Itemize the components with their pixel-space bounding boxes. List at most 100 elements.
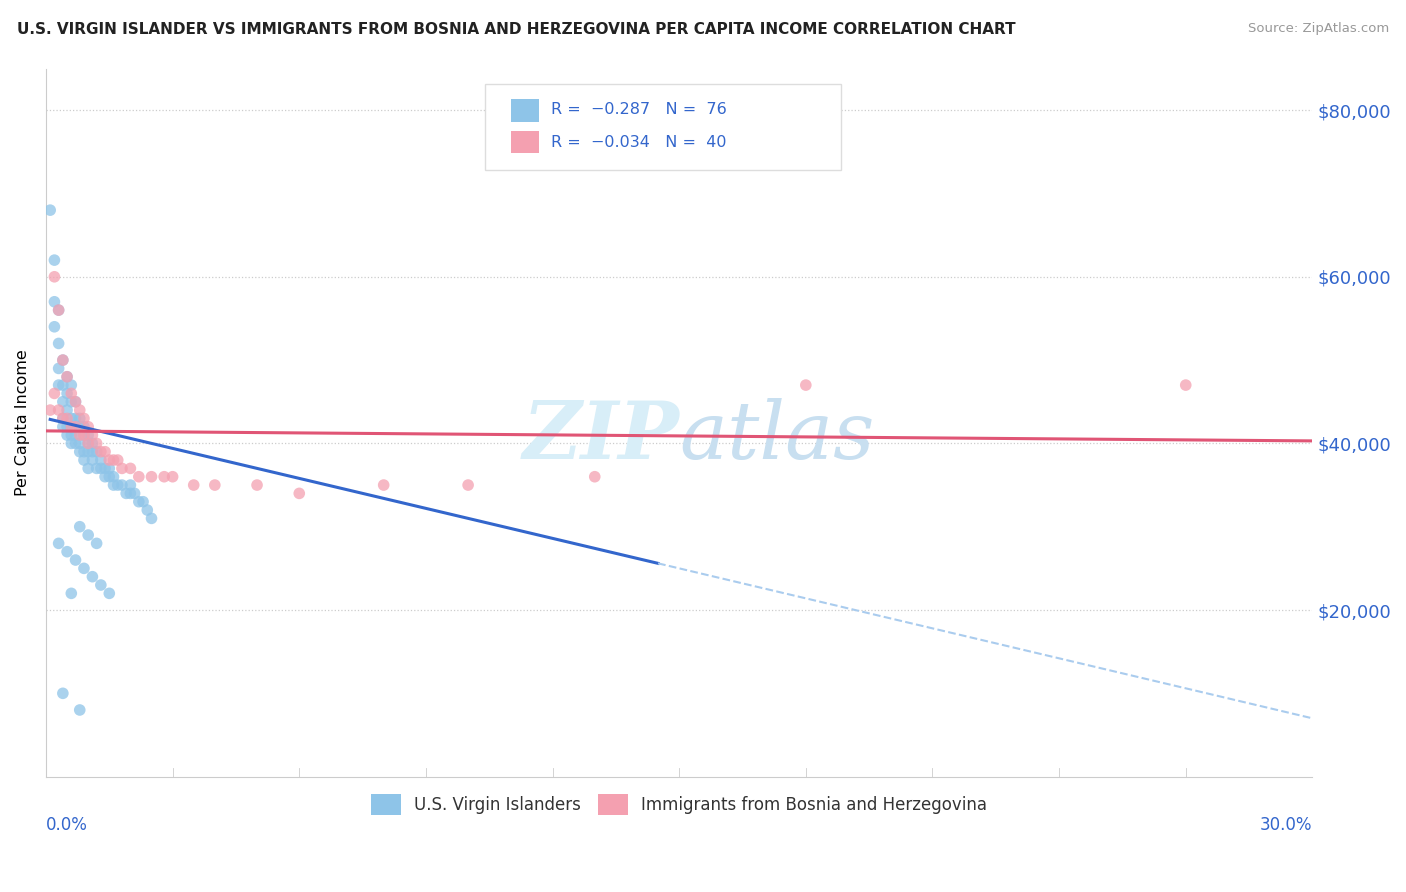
Point bbox=[98, 453, 121, 467]
Point bbox=[132, 494, 155, 508]
Point bbox=[103, 469, 125, 483]
Point bbox=[60, 411, 83, 425]
Point bbox=[98, 461, 121, 475]
Legend: U.S. Virgin Islanders, Immigrants from Bosnia and Herzegovina: U.S. Virgin Islanders, Immigrants from B… bbox=[364, 788, 994, 822]
Point bbox=[90, 578, 112, 592]
Point bbox=[82, 570, 104, 584]
Point bbox=[69, 519, 91, 533]
Point bbox=[103, 453, 125, 467]
Text: U.S. VIRGIN ISLANDER VS IMMIGRANTS FROM BOSNIA AND HERZEGOVINA PER CAPITA INCOME: U.S. VIRGIN ISLANDER VS IMMIGRANTS FROM … bbox=[17, 22, 1015, 37]
Point bbox=[103, 478, 125, 492]
Point bbox=[65, 428, 87, 442]
Text: atlas: atlas bbox=[679, 398, 875, 475]
Point bbox=[39, 403, 62, 417]
Point bbox=[94, 461, 117, 475]
Point bbox=[77, 461, 100, 475]
Point bbox=[73, 428, 96, 442]
Point bbox=[77, 428, 100, 442]
Point bbox=[60, 386, 83, 401]
Point bbox=[60, 428, 83, 442]
Point bbox=[183, 478, 205, 492]
Text: Source: ZipAtlas.com: Source: ZipAtlas.com bbox=[1249, 22, 1389, 36]
Point bbox=[73, 419, 96, 434]
Point bbox=[73, 444, 96, 458]
Point bbox=[52, 394, 75, 409]
Point bbox=[69, 436, 91, 450]
Point bbox=[48, 303, 70, 318]
Point bbox=[136, 503, 159, 517]
Point bbox=[60, 419, 83, 434]
Point bbox=[69, 411, 91, 425]
Point bbox=[56, 369, 79, 384]
Point bbox=[52, 686, 75, 700]
Point bbox=[141, 511, 163, 525]
Point bbox=[69, 444, 91, 458]
Point bbox=[48, 303, 70, 318]
Text: 30.0%: 30.0% bbox=[1260, 815, 1312, 833]
Point bbox=[94, 469, 117, 483]
Point bbox=[56, 369, 79, 384]
Text: R =  −0.287   N =  76: R = −0.287 N = 76 bbox=[551, 102, 727, 117]
Point bbox=[56, 411, 79, 425]
Point bbox=[56, 419, 79, 434]
Point bbox=[73, 411, 96, 425]
Point bbox=[65, 411, 87, 425]
Point bbox=[44, 386, 66, 401]
Point bbox=[48, 378, 70, 392]
Point bbox=[111, 461, 134, 475]
Point bbox=[120, 461, 142, 475]
Point bbox=[246, 478, 269, 492]
Point bbox=[48, 361, 70, 376]
Text: 0.0%: 0.0% bbox=[46, 815, 87, 833]
Point bbox=[111, 478, 134, 492]
Point bbox=[48, 403, 70, 417]
Point bbox=[98, 586, 121, 600]
Point bbox=[48, 536, 70, 550]
Point bbox=[60, 378, 83, 392]
Point bbox=[94, 444, 117, 458]
Point bbox=[82, 453, 104, 467]
Point bbox=[44, 319, 66, 334]
Point bbox=[44, 253, 66, 268]
FancyBboxPatch shape bbox=[510, 99, 538, 121]
Point bbox=[52, 378, 75, 392]
Point bbox=[77, 419, 100, 434]
Point bbox=[107, 453, 129, 467]
Point bbox=[52, 353, 75, 368]
Point bbox=[65, 394, 87, 409]
Point bbox=[204, 478, 226, 492]
Point bbox=[120, 478, 142, 492]
Point bbox=[65, 436, 87, 450]
Text: R =  −0.034   N =  40: R = −0.034 N = 40 bbox=[551, 135, 727, 150]
Point bbox=[77, 444, 100, 458]
Point bbox=[90, 444, 112, 458]
Point bbox=[69, 428, 91, 442]
Point bbox=[120, 486, 142, 500]
Point bbox=[90, 453, 112, 467]
FancyBboxPatch shape bbox=[485, 84, 841, 169]
Point bbox=[73, 453, 96, 467]
Point bbox=[77, 436, 100, 450]
Point bbox=[373, 478, 395, 492]
Y-axis label: Per Capita Income: Per Capita Income bbox=[15, 349, 30, 496]
Point bbox=[69, 703, 91, 717]
Point bbox=[288, 486, 311, 500]
Point bbox=[56, 544, 79, 558]
Point bbox=[583, 469, 606, 483]
Point bbox=[48, 336, 70, 351]
Point bbox=[1174, 378, 1197, 392]
Point bbox=[52, 419, 75, 434]
Point bbox=[153, 469, 176, 483]
Point bbox=[98, 469, 121, 483]
Point bbox=[115, 486, 138, 500]
Point bbox=[60, 394, 83, 409]
Point bbox=[77, 436, 100, 450]
Point bbox=[65, 553, 87, 567]
Point bbox=[60, 419, 83, 434]
Text: ZIP: ZIP bbox=[522, 398, 679, 475]
Point bbox=[60, 436, 83, 450]
Point bbox=[86, 444, 108, 458]
Point bbox=[794, 378, 817, 392]
Point bbox=[128, 469, 150, 483]
Point bbox=[162, 469, 184, 483]
